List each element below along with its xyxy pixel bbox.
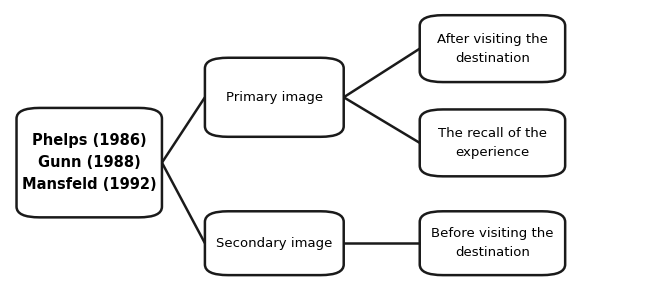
FancyBboxPatch shape [420,109,565,176]
Text: Secondary image: Secondary image [216,237,332,250]
Text: Phelps (1986)
Gunn (1988)
Mansfeld (1992): Phelps (1986) Gunn (1988) Mansfeld (1992… [22,133,157,192]
Text: Primary image: Primary image [226,91,323,104]
Text: The recall of the
experience: The recall of the experience [438,127,547,159]
FancyBboxPatch shape [205,58,344,137]
FancyBboxPatch shape [205,211,344,275]
FancyBboxPatch shape [17,108,162,217]
Text: After visiting the
destination: After visiting the destination [437,33,548,65]
Text: Before visiting the
destination: Before visiting the destination [431,227,554,259]
FancyBboxPatch shape [420,15,565,82]
FancyBboxPatch shape [420,211,565,275]
